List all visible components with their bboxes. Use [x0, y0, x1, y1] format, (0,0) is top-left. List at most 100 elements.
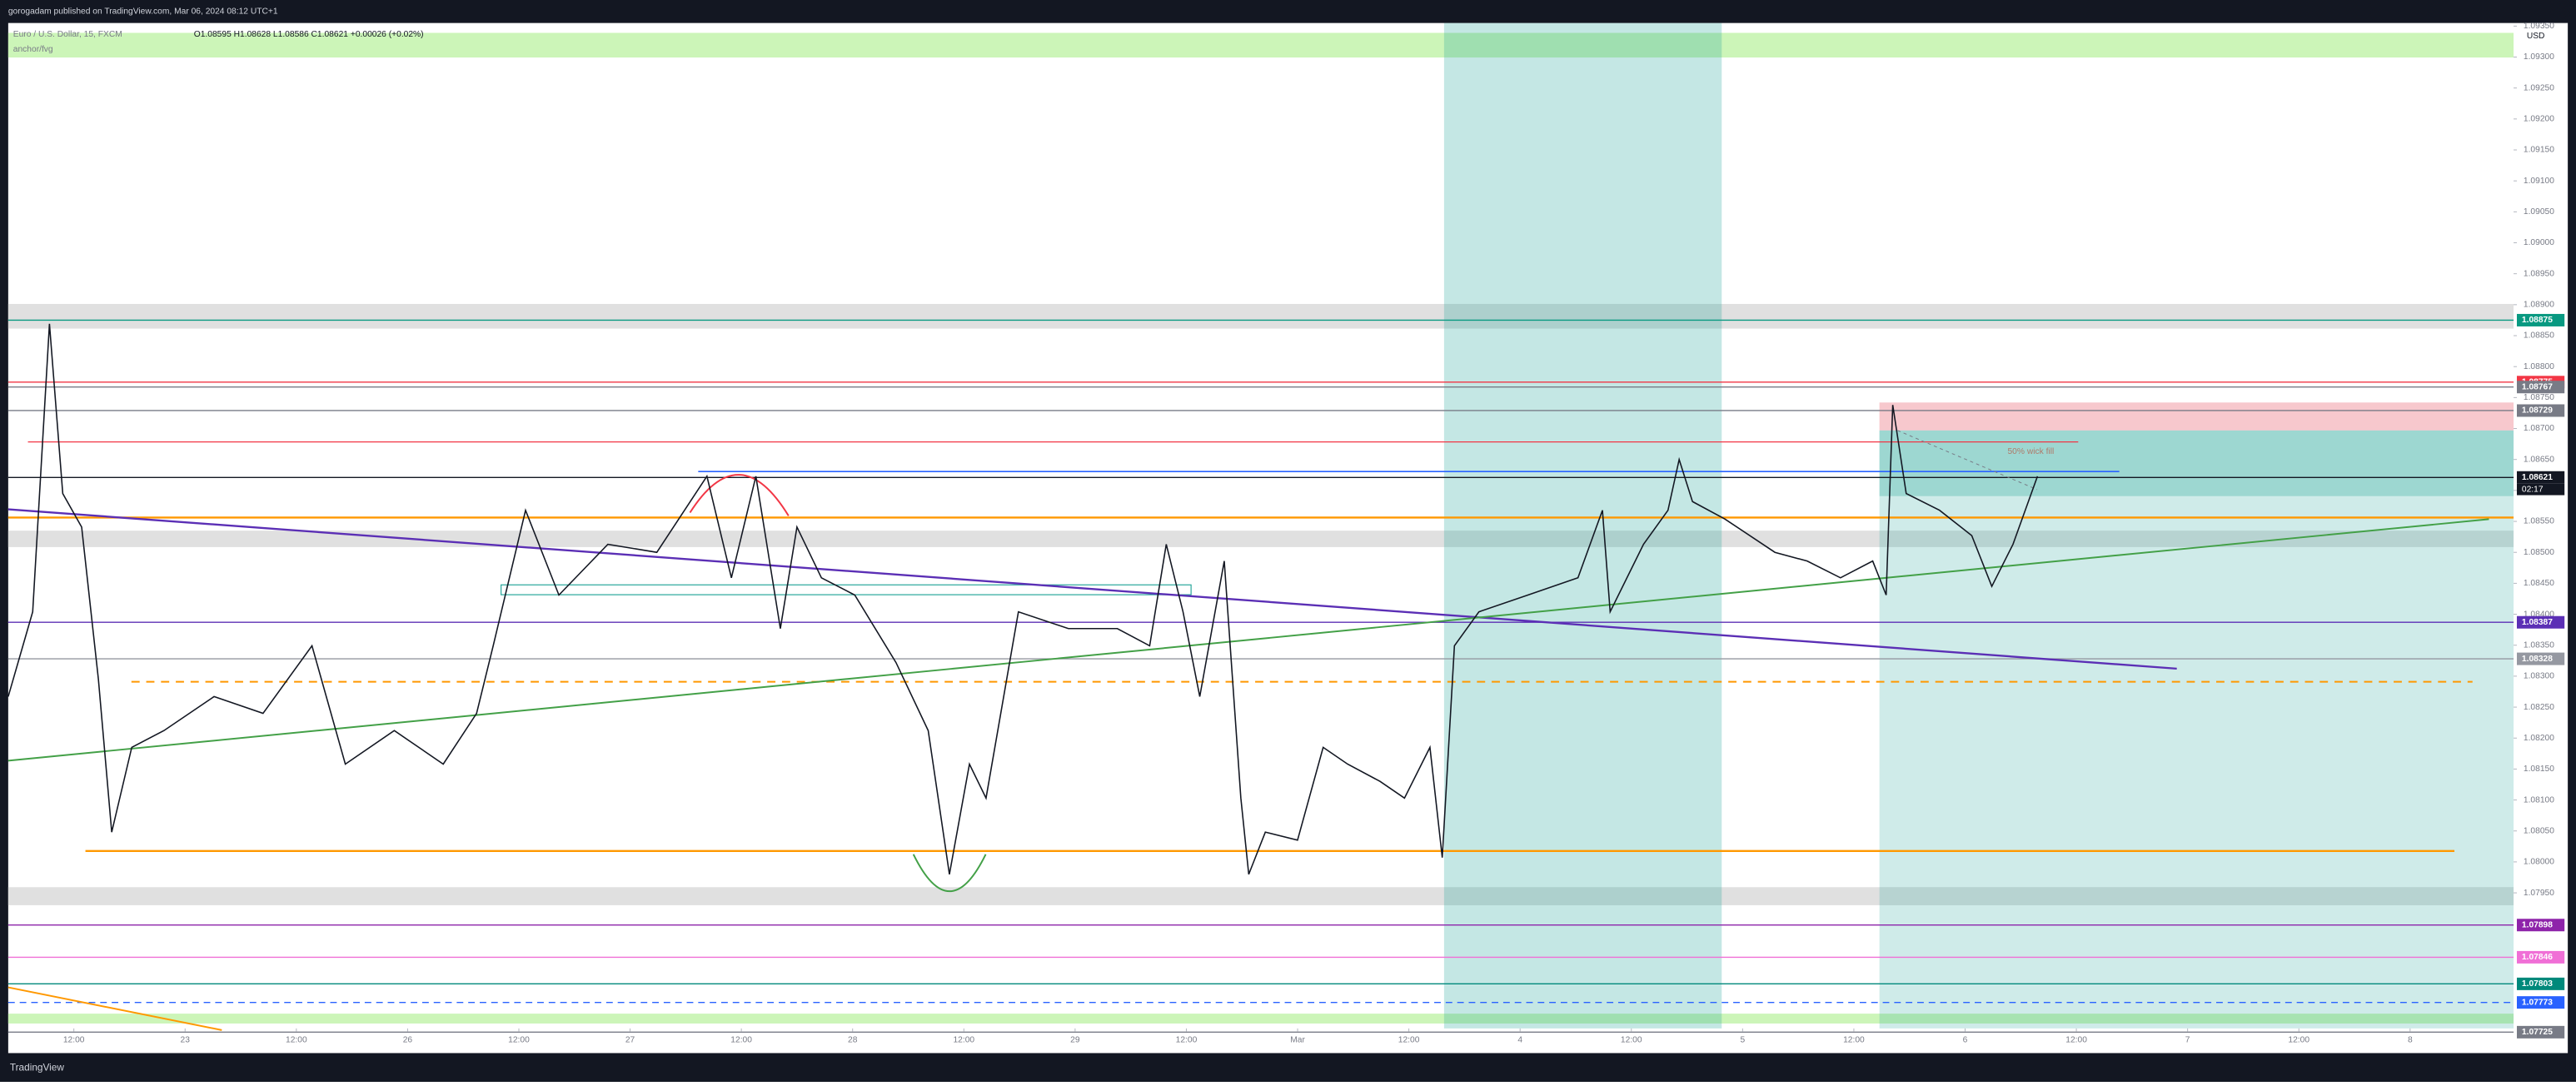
x-tick-label: 6 [1963, 1035, 1968, 1044]
price-label-bg [2516, 404, 2565, 417]
zones [7, 22, 2514, 1029]
y-tick-label: 1.08350 [2524, 640, 2554, 650]
x-tick-label: 12:00 [1621, 1035, 1642, 1044]
y-tick-label: 1.08700 [2524, 424, 2554, 433]
x-tick-label: 23 [181, 1035, 191, 1044]
y-tick-label: 1.08550 [2524, 517, 2554, 526]
x-tick-label: 5 [1740, 1035, 1745, 1044]
zone [7, 1014, 2514, 1024]
y-tick-label: 1.08900 [2524, 301, 2554, 310]
x-tick-label: 4 [1517, 1035, 1522, 1044]
annotation: 50% wick fill [2007, 447, 2054, 456]
x-tick-label: 12:00 [730, 1035, 752, 1044]
position-zone [1879, 496, 2514, 1029]
price-label: 1.08387 [2522, 618, 2553, 627]
price-label-bg [2516, 381, 2565, 394]
box [501, 584, 1192, 595]
y-tick-label: 1.09000 [2524, 238, 2554, 247]
brand: TradingView [10, 1061, 65, 1073]
price-label: 1.08328 [2522, 655, 2553, 664]
price-label-bg [2516, 977, 2565, 990]
wick-line [1897, 430, 2038, 491]
zone [7, 887, 2514, 905]
legend-indicator: anchor/fvg [13, 45, 53, 54]
price-label: 1.07846 [2522, 953, 2553, 962]
y-tick-label: 1.09200 [2524, 115, 2554, 124]
x-tick-label: 12:00 [2065, 1035, 2087, 1044]
y-tick-label: 1.08000 [2524, 858, 2554, 867]
y-tick-label: 1.07950 [2524, 889, 2554, 898]
y-tick-label: 1.08450 [2524, 579, 2554, 588]
trend-line [7, 518, 2489, 762]
x-tick-label: 12:00 [508, 1035, 530, 1044]
x-tick-label: 12:00 [2288, 1035, 2309, 1044]
x-tick-label: 12:00 [286, 1035, 307, 1044]
x-tick-label: Mar [1290, 1035, 1305, 1044]
x-tick-label: 12:00 [1176, 1035, 1198, 1044]
x-tick-label: 8 [2408, 1035, 2413, 1044]
price-label: 1.08621 [2522, 473, 2553, 482]
session-zone [1443, 22, 1722, 1029]
y-tick-label: 1.09300 [2524, 52, 2554, 62]
currency: USD [2527, 32, 2545, 41]
y-tick-label: 1.09100 [2524, 177, 2554, 186]
arc [689, 474, 790, 516]
price-label: 1.07898 [2522, 920, 2553, 929]
legend-symbol: Euro / U.S. Dollar, 15, FXCM [13, 30, 122, 39]
y-tick-label: 1.08100 [2524, 795, 2554, 805]
x-tick-label: 7 [2185, 1035, 2190, 1044]
publisher: gorogadam published on TradingView.com, … [8, 7, 278, 17]
y-tick-label: 1.09150 [2524, 146, 2554, 155]
y-tick-label: 1.08950 [2524, 269, 2554, 278]
price-label-bg [2516, 471, 2565, 484]
y-tick-label: 1.08250 [2524, 703, 2554, 712]
price-label-bg [2516, 996, 2565, 1009]
y-tick-label: 1.08400 [2524, 610, 2554, 619]
price-label-bg [2516, 615, 2565, 629]
countdown: 02:17 [2522, 485, 2544, 494]
y-tick-label: 1.08050 [2524, 826, 2554, 835]
x-tick-label: 12:00 [953, 1035, 974, 1044]
price-line [7, 323, 2039, 875]
y-tick-label: 1.08800 [2524, 362, 2554, 371]
price-label: 1.07803 [2522, 979, 2553, 989]
y-tick-label: 1.08150 [2524, 765, 2554, 774]
trend-line [7, 986, 222, 1031]
zone [7, 531, 2514, 547]
zone [7, 303, 2514, 329]
stop-zone [1879, 402, 2514, 431]
price-label-bg [2516, 919, 2565, 932]
x-tick-label: 12:00 [1843, 1035, 1865, 1044]
y-tick-label: 1.08750 [2524, 393, 2554, 402]
target-zone [1879, 430, 2514, 496]
y-tick-label: 1.08200 [2524, 734, 2554, 743]
x-tick-label: 27 [625, 1035, 635, 1044]
plot [7, 323, 2039, 875]
x-tick-label: 29 [1070, 1035, 1080, 1044]
y-tick-label: 1.09050 [2524, 207, 2554, 217]
y-tick-label: 1.09350 [2524, 22, 2554, 31]
x-tick-label: 12:00 [63, 1035, 85, 1044]
y-tick-label: 1.09250 [2524, 83, 2554, 92]
price-label-bg [2516, 652, 2565, 665]
price-label: 1.07725 [2522, 1028, 2553, 1037]
price-label-bg [2516, 1025, 2565, 1039]
arc [912, 854, 987, 892]
trend-line [7, 508, 2177, 670]
y-tick-label: 1.08850 [2524, 331, 2554, 341]
price-label: 1.08767 [2522, 382, 2553, 391]
x-tick-label: 12:00 [1398, 1035, 1420, 1044]
price-label-bg [2516, 950, 2565, 964]
price-label: 1.08729 [2522, 406, 2553, 416]
legend-ohlc: O1.08595 H1.08628 L1.08586 C1.08621 +0.0… [194, 30, 424, 39]
y-tick-label: 1.08650 [2524, 455, 2554, 464]
grid [7, 319, 2514, 1034]
price-label: 1.08875 [2522, 316, 2553, 325]
x-tick-label: 26 [403, 1035, 413, 1044]
y-tick-label: 1.08500 [2524, 548, 2554, 557]
drawings [7, 430, 2514, 1031]
price-label: 1.07773 [2522, 998, 2553, 1007]
price-label-bg [2516, 313, 2565, 326]
y-tick-label: 1.08300 [2524, 672, 2554, 681]
